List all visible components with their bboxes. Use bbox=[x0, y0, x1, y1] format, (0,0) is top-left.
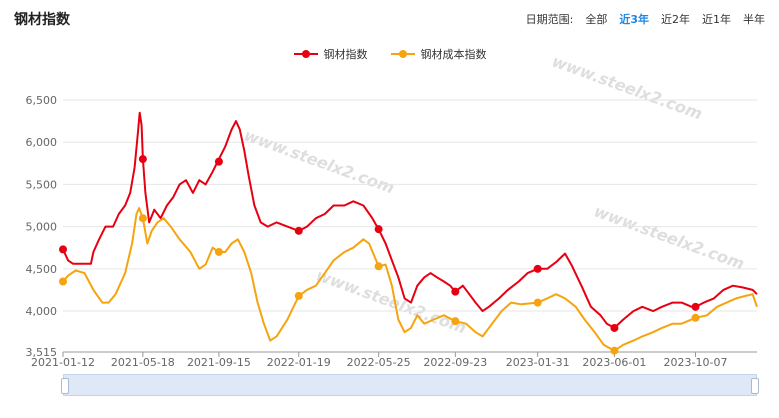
data-point-steel bbox=[533, 264, 542, 273]
legend-line-icon bbox=[390, 50, 415, 58]
legend-label-cost: 钢材成本指数 bbox=[420, 48, 487, 61]
y-tick-label: 5,500 bbox=[26, 178, 58, 191]
zoom-selection[interactable] bbox=[64, 375, 756, 395]
y-tick-label: 6,000 bbox=[26, 136, 58, 149]
data-point-steel bbox=[610, 323, 619, 332]
data-point-steel bbox=[59, 245, 67, 254]
range-option-half-year[interactable]: 半年 bbox=[743, 13, 765, 26]
date-range-selector: 日期范围: 全部 近3年 近2年 近1年 半年 bbox=[526, 11, 765, 27]
data-point-cost bbox=[294, 291, 303, 300]
data-point-steel bbox=[294, 226, 303, 235]
x-tick-label: 2021-09-15 bbox=[187, 356, 251, 369]
legend-item-cost[interactable]: 钢材成本指数 bbox=[390, 46, 487, 62]
chart-legend: 钢材指数 钢材成本指数 bbox=[0, 46, 779, 62]
legend-line-icon bbox=[293, 50, 318, 58]
page-title: 钢材指数 bbox=[14, 12, 70, 28]
legend-item-steel[interactable]: 钢材指数 bbox=[293, 46, 368, 62]
series-line-steel bbox=[62, 111, 758, 329]
y-tick-label: 6,500 bbox=[26, 94, 58, 107]
x-tick-label: 2022-01-19 bbox=[267, 356, 331, 369]
data-point-steel bbox=[138, 155, 147, 164]
data-point-cost bbox=[451, 317, 460, 326]
data-point-cost bbox=[691, 313, 700, 322]
series-line-cost bbox=[62, 207, 758, 352]
x-tick-label: 2023-10-07 bbox=[664, 356, 728, 369]
y-tick-label: 5,000 bbox=[26, 221, 58, 234]
data-point-cost bbox=[59, 277, 67, 286]
data-point-steel bbox=[374, 225, 383, 234]
date-range-label: 日期范围: bbox=[525, 13, 574, 26]
range-option-3y[interactable]: 近3年 bbox=[619, 13, 649, 26]
legend-label-steel: 钢材指数 bbox=[323, 48, 368, 61]
data-point-cost bbox=[138, 214, 147, 223]
x-tick-label: 2021-01-12 bbox=[31, 356, 95, 369]
zoom-handle-left[interactable] bbox=[61, 378, 69, 394]
zoom-slider[interactable] bbox=[61, 374, 759, 396]
y-tick-label: 4,500 bbox=[26, 263, 58, 276]
data-point-steel bbox=[691, 302, 700, 311]
data-point-steel bbox=[214, 157, 223, 166]
x-tick-label: 2022-05-25 bbox=[347, 356, 411, 369]
data-point-steel bbox=[451, 287, 460, 296]
x-tick-label: 2023-06-01 bbox=[582, 356, 646, 369]
y-tick-label: 3,515 bbox=[26, 346, 58, 359]
x-tick-label: 2021-05-18 bbox=[111, 356, 175, 369]
zoom-handle-right[interactable] bbox=[751, 378, 759, 394]
x-tick-label: 2022-09-23 bbox=[423, 356, 487, 369]
range-option-all[interactable]: 全部 bbox=[585, 13, 608, 26]
range-option-1y[interactable]: 近1年 bbox=[702, 13, 731, 26]
data-point-cost bbox=[533, 298, 542, 307]
x-tick-label: 2023-01-31 bbox=[506, 356, 570, 369]
data-point-cost bbox=[610, 346, 619, 355]
data-point-cost bbox=[374, 262, 383, 271]
data-point-cost bbox=[214, 247, 223, 256]
range-option-2y[interactable]: 近2年 bbox=[661, 13, 690, 26]
y-tick-label: 4,000 bbox=[26, 305, 58, 318]
